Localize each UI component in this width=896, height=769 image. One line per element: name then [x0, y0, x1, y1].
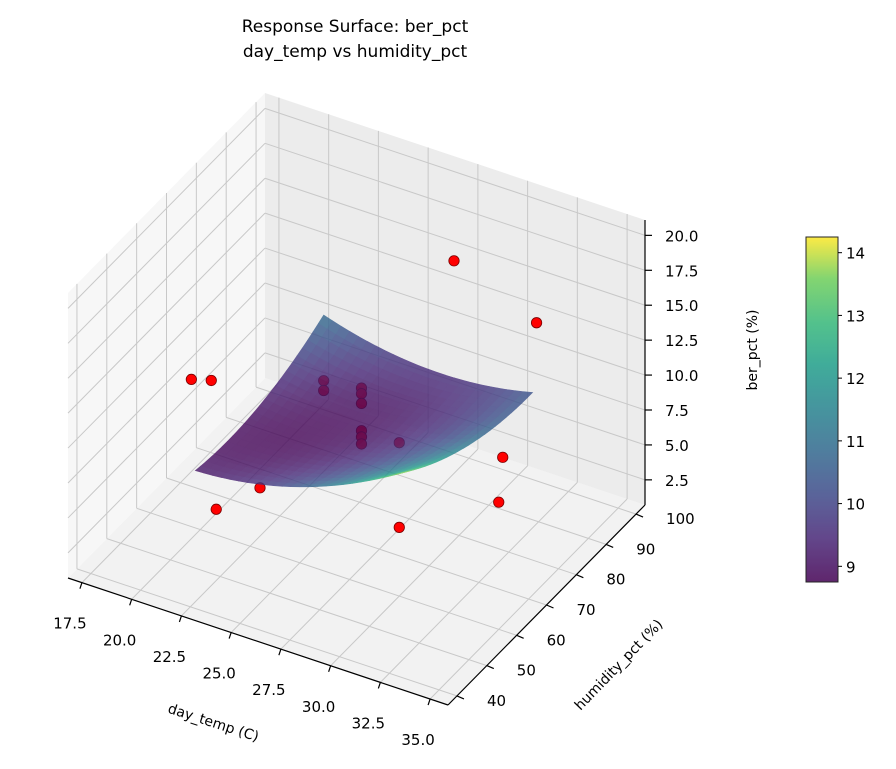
data-point	[185, 373, 197, 386]
y-tick	[486, 665, 495, 670]
y-gridline	[166, 477, 547, 606]
tick-labels: 17.5 20.0 22.5 25.0 27.5 30.0 32.5 35.0 40 50 60 70…	[53, 227, 698, 749]
chart-title: Response Surface: ber_pct	[242, 17, 469, 37]
z-gridline	[67, 212, 266, 414]
z-tick-label: 20.0	[665, 227, 698, 245]
axis-lines	[67, 220, 652, 706]
x-axis-label: day_temp (C)	[166, 701, 261, 745]
colorbar-tick-label: 14	[846, 245, 865, 263]
response-surface	[194, 314, 534, 488]
x-tick-label: 35.0	[401, 731, 434, 749]
y-gridline	[136, 507, 517, 636]
y-tick-label: 100	[666, 510, 695, 528]
data-point	[393, 521, 405, 533]
z-gridline	[67, 177, 266, 379]
x-tick-label: 20.0	[103, 631, 136, 649]
colorbar-ticks: 9 10 11 12 13 14	[838, 245, 865, 576]
colorbar-tick-label: 11	[846, 433, 865, 451]
x-tick	[328, 665, 332, 672]
x-axis-line	[67, 577, 449, 706]
z-gridline	[264, 212, 646, 341]
y-tick-label: 40	[487, 692, 506, 710]
y-tick-label: 80	[606, 571, 625, 589]
z-tick-label: 12.5	[665, 332, 698, 350]
y-tick	[546, 604, 554, 609]
x-tick	[228, 632, 232, 639]
chart-subtitle: day_temp vs humidity_pct	[243, 42, 468, 62]
z-tick-label: 10.0	[665, 367, 698, 385]
y-gridline	[106, 538, 487, 667]
z-gridline	[67, 108, 266, 309]
colorbar-tick-label: 12	[846, 370, 865, 388]
x-tick	[178, 615, 182, 623]
x-tick	[79, 582, 83, 589]
x-tick-label: 27.5	[252, 681, 285, 699]
y-tick-label: 90	[636, 540, 655, 558]
z-gridline	[67, 142, 266, 344]
y-tick-label: 50	[517, 662, 536, 680]
colorbar-tick-label: 13	[846, 307, 865, 325]
y-tick	[576, 574, 584, 579]
z-gridline	[264, 247, 646, 376]
y-tick-label: 60	[547, 631, 566, 649]
surface-patch	[395, 470, 410, 475]
z-tick-label: 2.5	[665, 472, 689, 490]
x-tick-label: 17.5	[53, 615, 86, 633]
data-point	[493, 496, 505, 508]
y-tick-label: 70	[577, 601, 596, 619]
z-tick-label: 15.0	[665, 297, 698, 315]
colorbar	[805, 236, 839, 583]
colorbar-tick-label: 10	[846, 496, 865, 514]
data-point	[530, 317, 543, 329]
z-gridline	[67, 247, 266, 449]
z-gridline	[264, 107, 646, 236]
data-point	[497, 451, 509, 463]
y-tick	[605, 543, 614, 548]
x-tick-label: 32.5	[352, 714, 385, 732]
z-gridline	[264, 177, 646, 306]
data-point	[205, 374, 217, 387]
data-point	[448, 255, 460, 267]
y-tick	[456, 695, 465, 700]
y-axis-label: humidity_pct (%)	[572, 617, 667, 714]
x-tick-label: 22.5	[153, 648, 186, 666]
z-gridline	[264, 282, 646, 411]
z-tick-label: 17.5	[665, 262, 698, 280]
y-gridline	[76, 568, 458, 697]
colorbar-tick-label: 9	[846, 558, 856, 576]
z-gridline	[264, 142, 646, 271]
x-tick-label: 30.0	[302, 698, 335, 716]
z-gridline	[67, 282, 266, 484]
z-tick-label: 7.5	[665, 402, 689, 420]
x-tick	[129, 599, 133, 606]
y-tick	[635, 513, 644, 518]
z-axis-label: ber_pct (%)	[745, 309, 761, 390]
x-tick-label: 25.0	[202, 665, 235, 683]
z-gridline	[67, 352, 266, 554]
data-point	[210, 503, 222, 515]
z-gridline	[67, 317, 266, 519]
x-tick	[278, 648, 282, 656]
z-tick-label: 5.0	[665, 437, 689, 455]
y-tick	[516, 634, 524, 639]
x-tick	[377, 682, 381, 689]
x-tick	[427, 698, 431, 706]
